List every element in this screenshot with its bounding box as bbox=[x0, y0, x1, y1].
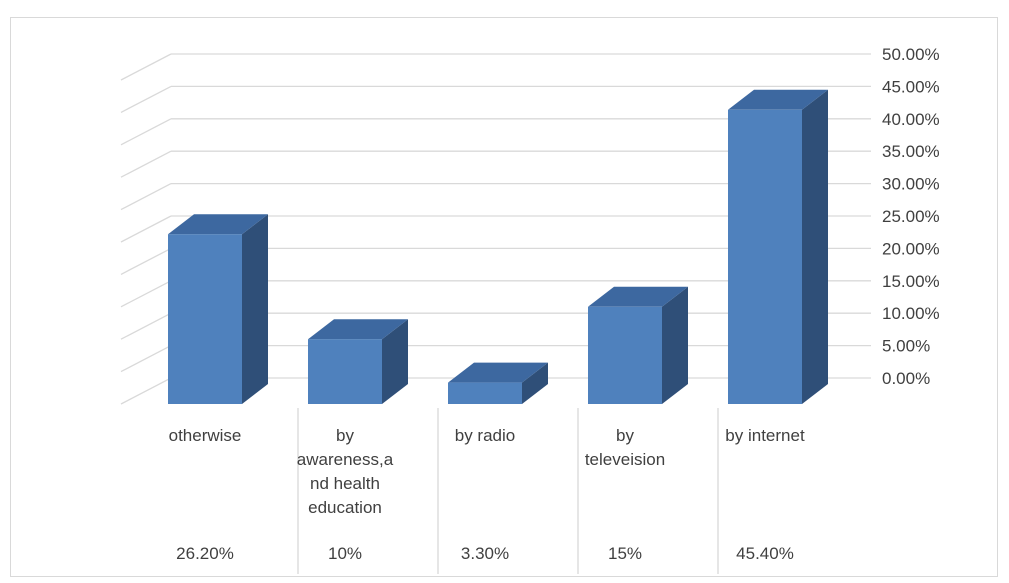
x-tick-label-line: education bbox=[308, 498, 382, 517]
gridline-side bbox=[120, 85, 172, 113]
x-tick-label: by televeision bbox=[560, 424, 690, 472]
y-tick-label: 40.00% bbox=[882, 110, 940, 129]
y-tick-label: 35.00% bbox=[882, 142, 940, 161]
y-tick-label: 20.00% bbox=[882, 239, 940, 258]
x-tick-label-line: by bbox=[616, 426, 634, 445]
x-tick-label-line: televeision bbox=[584, 450, 666, 469]
gridline-side bbox=[120, 345, 172, 373]
data-table-value: 3.30% bbox=[460, 544, 510, 563]
x-tick-label: otherwise bbox=[140, 424, 270, 448]
chart-area: 50.00% 45.00% 40.00% 35.00% 30.00% 25.00% 20.0… bbox=[10, 17, 998, 577]
y-tick-label: 50.00% bbox=[882, 45, 940, 64]
data-table-value: 15% bbox=[607, 544, 643, 563]
bar-side bbox=[802, 89, 828, 405]
x-tick-label-line: by bbox=[336, 426, 354, 445]
y-tick-label: 15.00% bbox=[882, 272, 940, 291]
bar bbox=[168, 234, 242, 404]
y-tick-label: 25.00% bbox=[882, 207, 940, 226]
gridline-side bbox=[120, 150, 172, 178]
gridline-side bbox=[120, 247, 172, 275]
bar-top bbox=[588, 286, 688, 307]
bar-top bbox=[168, 214, 268, 235]
bar-top bbox=[728, 89, 828, 110]
x-tick-label-line: otherwise bbox=[168, 426, 242, 445]
bar-side bbox=[242, 214, 268, 404]
bar-side bbox=[382, 319, 408, 404]
bar bbox=[308, 339, 382, 404]
data-table-value: 10% bbox=[327, 544, 363, 563]
bar-top bbox=[448, 362, 548, 383]
y-tick-label: 30.00% bbox=[882, 175, 940, 194]
chart-plot: 50.00% 45.00% 40.00% 35.00% 30.00% 25.00% 20.0… bbox=[120, 45, 940, 574]
x-tick-label-line: awareness,a bbox=[296, 450, 394, 469]
x-tick-label-line: by internet bbox=[725, 426, 805, 445]
gridline-side bbox=[120, 53, 172, 81]
data-table-value: 26.20% bbox=[176, 544, 234, 563]
x-tick-label: by awareness,a nd health education bbox=[280, 424, 410, 520]
gridline-side bbox=[120, 118, 172, 146]
x-tick-label-line: by radio bbox=[454, 426, 516, 445]
x-tick-label-line: nd health bbox=[310, 474, 380, 493]
bar-side bbox=[662, 286, 688, 404]
bar bbox=[448, 382, 522, 404]
bar bbox=[728, 109, 802, 405]
data-table-value: 45.40% bbox=[736, 544, 794, 563]
y-tick-label: 5.00% bbox=[882, 337, 930, 356]
x-tick-label: by radio bbox=[420, 424, 550, 448]
y-tick-label: 45.00% bbox=[882, 77, 940, 96]
gridline-side bbox=[120, 215, 172, 243]
y-tick-label: 10.00% bbox=[882, 304, 940, 323]
gridline-side bbox=[120, 312, 172, 340]
bar bbox=[588, 306, 662, 404]
gridline-side bbox=[120, 280, 172, 308]
bar-side bbox=[522, 362, 548, 404]
gridline-side bbox=[120, 377, 172, 405]
x-tick-label: by internet bbox=[700, 424, 830, 448]
y-tick-label: 0.00% bbox=[882, 369, 930, 388]
gridline-side bbox=[120, 183, 172, 211]
bar-top bbox=[308, 319, 408, 340]
